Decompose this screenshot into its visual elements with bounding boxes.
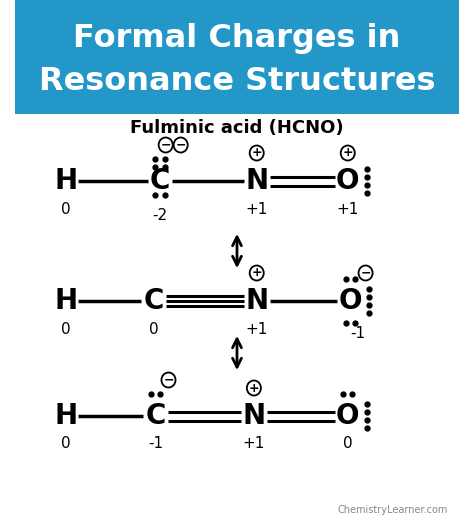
Text: C: C <box>150 167 170 195</box>
Text: 0: 0 <box>61 202 71 217</box>
Text: −: − <box>163 374 174 387</box>
Text: N: N <box>242 402 265 430</box>
Text: 0: 0 <box>343 437 353 452</box>
Text: C: C <box>145 402 165 430</box>
Text: -2: -2 <box>153 208 168 224</box>
Text: −: − <box>175 139 186 152</box>
Text: H: H <box>55 167 78 195</box>
Text: +1: +1 <box>243 437 265 452</box>
Text: +: + <box>248 381 259 394</box>
FancyBboxPatch shape <box>15 0 459 114</box>
Text: +1: +1 <box>337 202 359 217</box>
Text: +1: +1 <box>246 202 268 217</box>
Text: Fulminic acid (HCNO): Fulminic acid (HCNO) <box>130 119 344 137</box>
Text: 0: 0 <box>61 437 71 452</box>
Text: C: C <box>143 287 164 315</box>
Text: Formal Charges in: Formal Charges in <box>73 22 401 54</box>
Text: 0: 0 <box>61 321 71 337</box>
Text: O: O <box>336 402 359 430</box>
Text: Resonance Structures: Resonance Structures <box>39 67 435 97</box>
Text: −: − <box>160 139 171 152</box>
Text: -1: -1 <box>350 327 365 341</box>
Text: O: O <box>336 167 359 195</box>
Text: ChemistryLearner.com: ChemistryLearner.com <box>338 505 448 515</box>
Text: +: + <box>251 267 262 279</box>
Text: N: N <box>245 287 268 315</box>
Text: O: O <box>339 287 362 315</box>
Text: 0: 0 <box>149 321 158 337</box>
Text: +: + <box>342 146 353 159</box>
Text: +1: +1 <box>246 321 268 337</box>
Text: H: H <box>55 402 78 430</box>
Text: N: N <box>245 167 268 195</box>
Text: +: + <box>251 146 262 159</box>
Text: −: − <box>360 267 371 279</box>
Text: -1: -1 <box>148 437 163 452</box>
Text: H: H <box>55 287 78 315</box>
